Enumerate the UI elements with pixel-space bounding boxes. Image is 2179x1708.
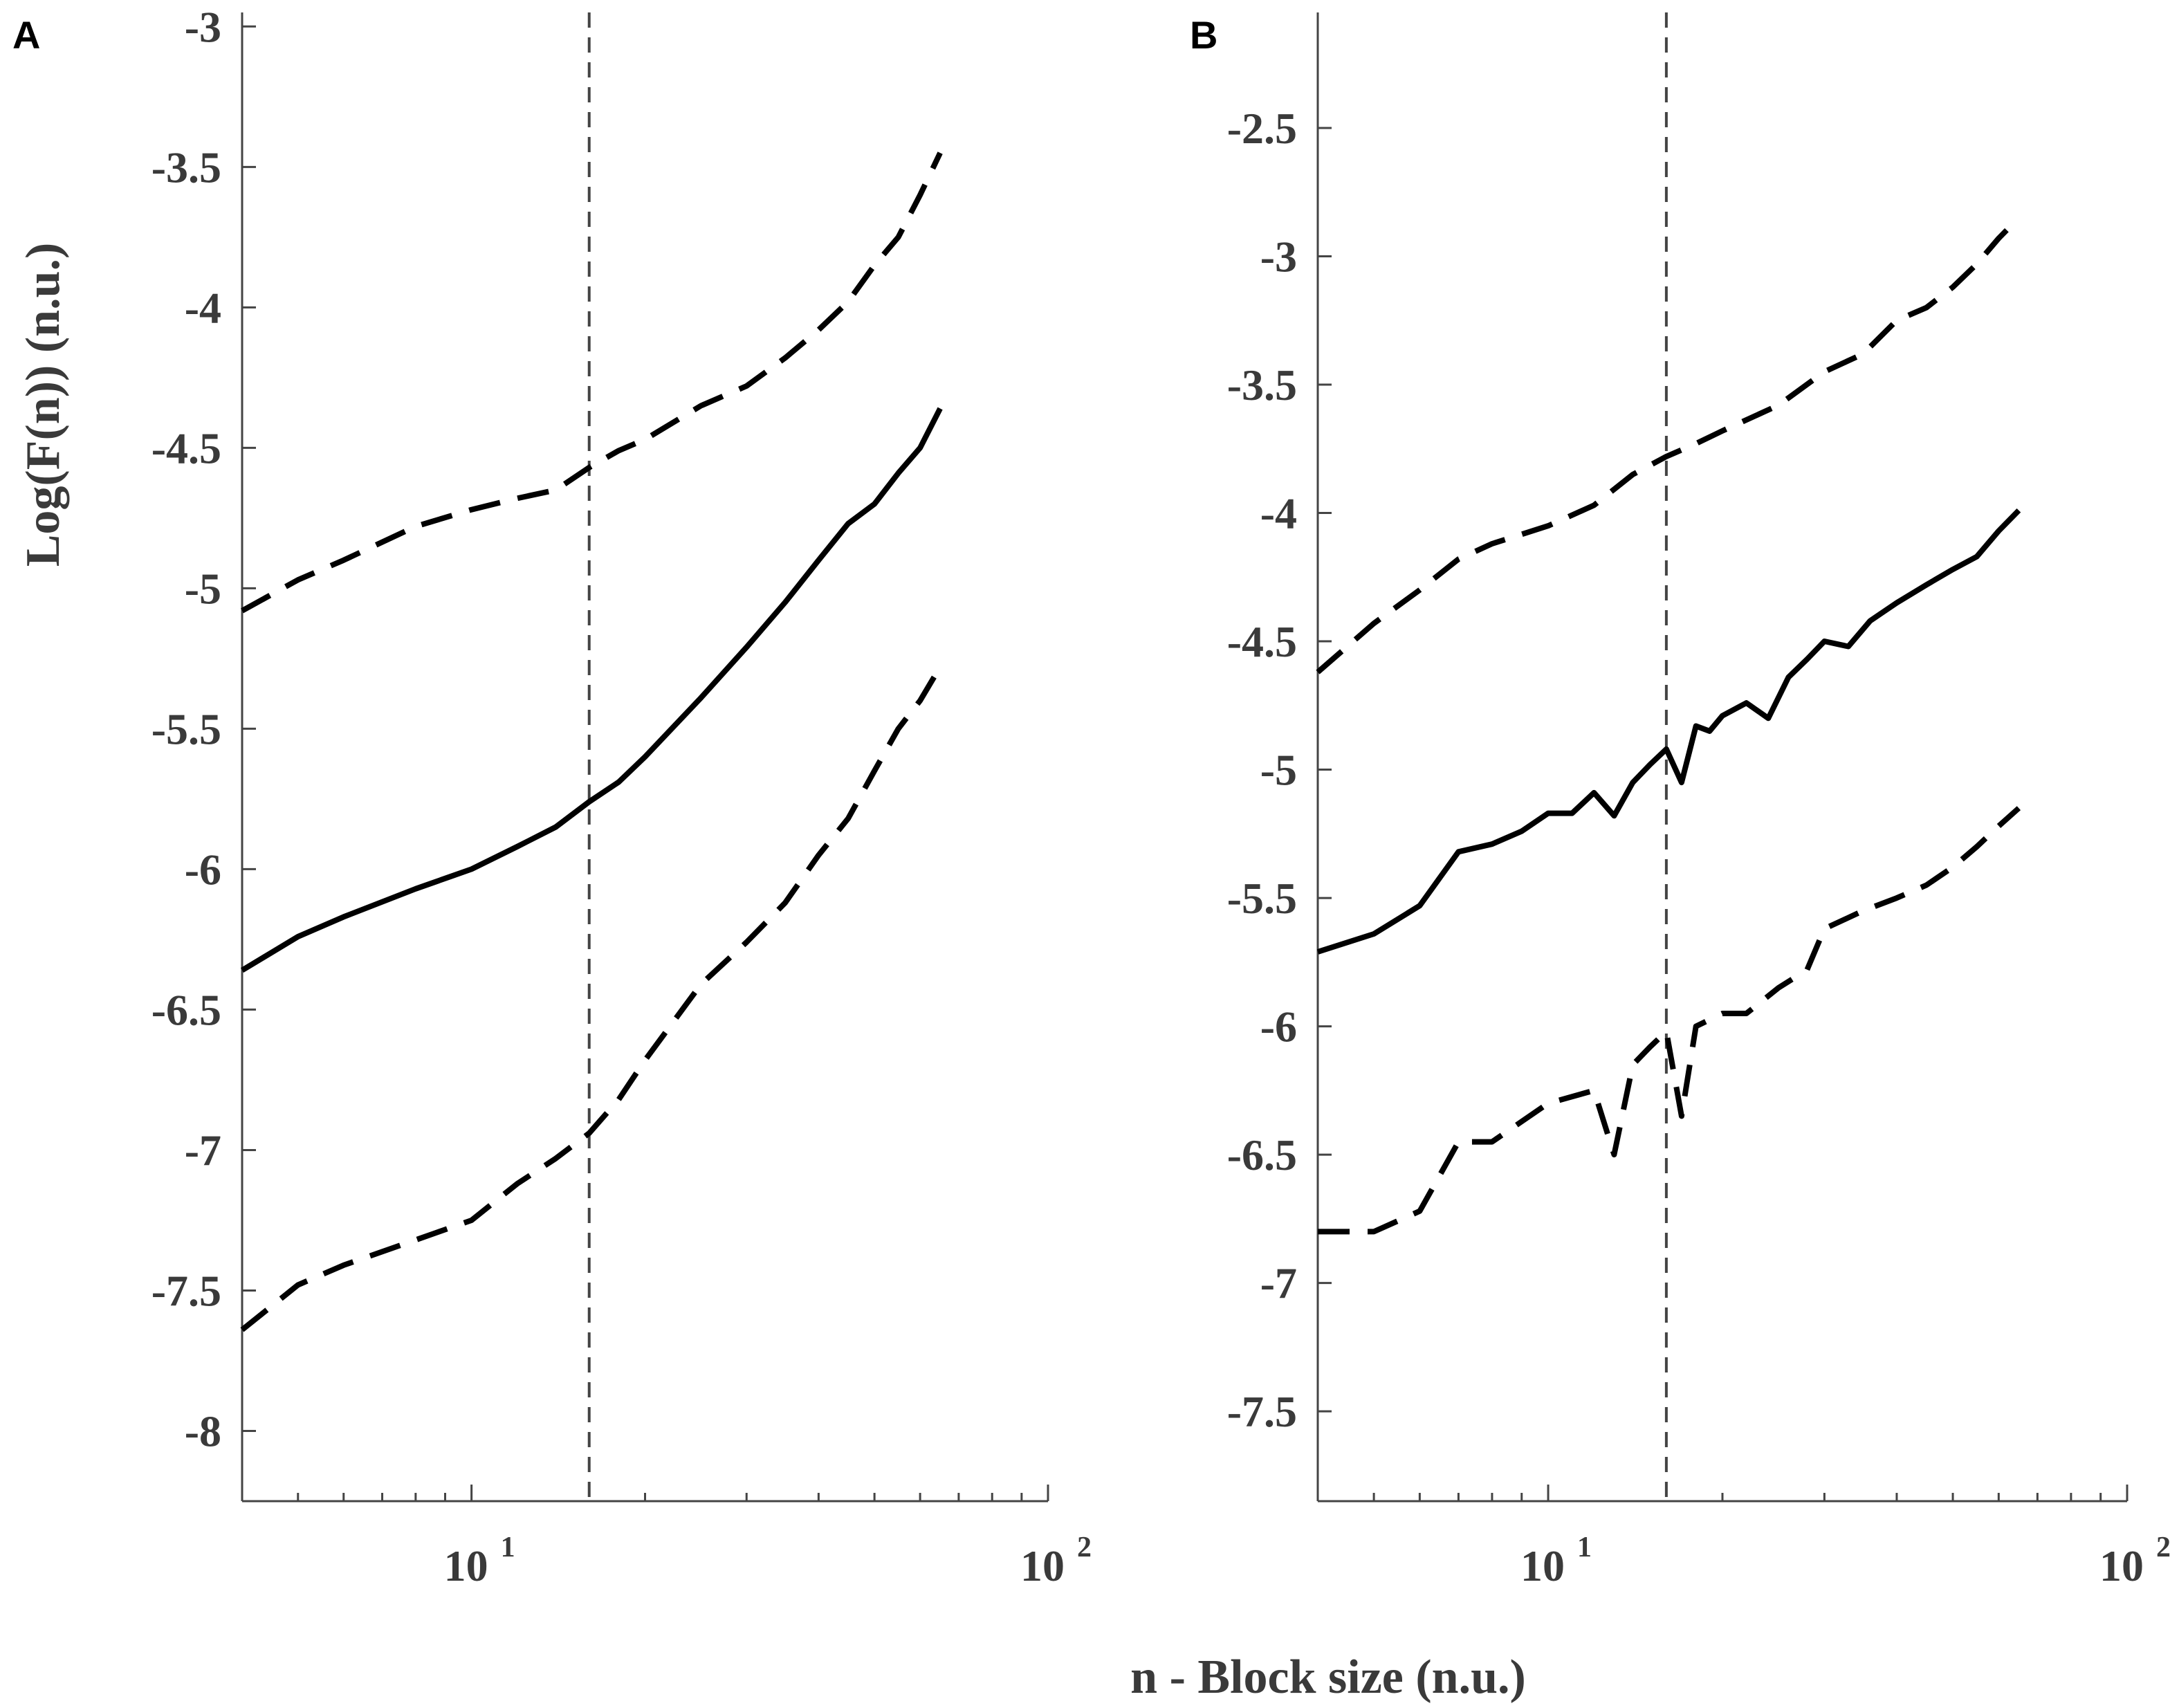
panel-a-letter: A xyxy=(12,13,40,57)
panel-a: A -3 -3.5 -4 -4.5 -5 -5.5 -6 -6.5 -7 -7.5 -8 10 1 10 2 xyxy=(12,2,1092,1590)
panel-b-y-tick-label: -3.5 xyxy=(1227,360,1297,410)
y-axis-label: Log(F(n)) (n.u.) xyxy=(17,243,70,567)
panel-b-y-tick-label: -3 xyxy=(1260,232,1297,281)
panel-a-y-tick-label: -5.5 xyxy=(151,704,221,753)
panel-b-y-tick-label: -6.5 xyxy=(1227,1130,1297,1179)
panel-b-y-tick-label: -7 xyxy=(1260,1259,1297,1308)
panel-b: B -2.5-3-3.5-4-4.5-5-5.5-6-6.5-7-7.510 1 1… xyxy=(1190,12,2171,1590)
panel-a-y-tick-label: -4 xyxy=(185,283,221,332)
panel-a-y-tick-label: -8 xyxy=(185,1406,221,1456)
panel-b-x-tick-label: 10 xyxy=(1520,1541,1565,1590)
panel-b-mean-line xyxy=(1316,508,2021,955)
panel-b-x-tick-exponent: 1 xyxy=(1577,1532,1592,1563)
panel-a-y-tick-label: -5 xyxy=(185,564,221,613)
panel-b-y-tick-label: -4 xyxy=(1260,489,1297,538)
panel-b-y-tick-label: -7.5 xyxy=(1227,1387,1297,1436)
panel-a-mean-line xyxy=(240,407,943,973)
panel-b-y-tick-label: -4.5 xyxy=(1227,617,1297,666)
panel-a-y-tick-label: -7 xyxy=(185,1126,221,1175)
panel-b-y-tick-label: -6 xyxy=(1260,1002,1297,1052)
panel-a-y-tick-label: -3 xyxy=(185,2,221,51)
panel-a-y-tick-label: -6.5 xyxy=(151,985,221,1034)
panel-b-x-tick-exponent: 2 xyxy=(2156,1532,2171,1563)
panel-a-y-tick-label: -7.5 xyxy=(151,1266,221,1315)
x-axis-label: n - Block size (n.u.) xyxy=(1130,1651,1526,1704)
panel-a-y-tick-label: -6 xyxy=(185,845,221,894)
panel-b-upper-bound-line xyxy=(1316,216,2021,674)
panel-b-plot-area: -2.5 -3 -3.5 -4 -4.5 -5 -5.5 -6 -6.5 -7 -7.5 10 1 10 2 xyxy=(1227,12,2171,1590)
panel-b-letter: B xyxy=(1190,13,1217,57)
panel-a-plot-area: -3 -3.5 -4 -4.5 -5 -5.5 -6 -6.5 -7 -7.5 -8 10 1 10 2 xyxy=(151,2,1092,1590)
panel-b-y-tick-label: -5 xyxy=(1260,746,1297,795)
panel-b-lower-bound-line xyxy=(1318,806,2021,1235)
panel-b-x-tick-label: 10 xyxy=(2099,1541,2144,1590)
panel-b-y-tick-label: -5.5 xyxy=(1227,874,1297,923)
panel-a-x-tick-exponent: 2 xyxy=(1077,1532,1092,1563)
panel-a-x-tick-label: 10 xyxy=(1020,1541,1065,1590)
panel-a-y-tick-label: -4.5 xyxy=(151,423,221,472)
panel-b-y-tick-label: -2.5 xyxy=(1227,104,1297,153)
panel-a-x-tick-label: 10 xyxy=(444,1541,488,1590)
panel-a-y-tick-label: -3.5 xyxy=(151,143,221,192)
panel-a-x-tick-exponent: 1 xyxy=(501,1532,515,1563)
panel-a-lower-bound-line xyxy=(240,665,943,1332)
